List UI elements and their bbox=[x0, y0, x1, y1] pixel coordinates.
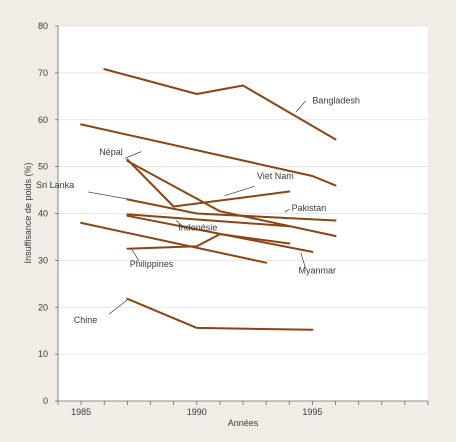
series-label: Bangladesh bbox=[312, 95, 360, 105]
ticks: 0 10 20 30 40 50 60 70 80 1985 1990 1995 bbox=[38, 21, 429, 417]
x-tick-label: 1990 bbox=[187, 407, 207, 417]
gridlines bbox=[58, 25, 428, 355]
label-leader bbox=[295, 100, 306, 113]
y-tick-label: 70 bbox=[38, 68, 48, 78]
y-tick-label: 20 bbox=[38, 302, 48, 312]
series-label: Myanmar bbox=[299, 266, 337, 276]
label-leaders bbox=[88, 100, 306, 315]
label-leader bbox=[124, 151, 142, 159]
series-line-nepal bbox=[80, 123, 337, 187]
label-leader bbox=[108, 299, 128, 315]
series-label: Philippines bbox=[130, 259, 174, 269]
label-leader bbox=[224, 185, 255, 197]
y-tick-label: 50 bbox=[38, 162, 48, 172]
series bbox=[80, 68, 337, 331]
x-tick-label: 1985 bbox=[71, 407, 91, 417]
series-line-viet-nam bbox=[126, 158, 291, 208]
x-tick-label: 1995 bbox=[302, 407, 322, 417]
label-leader bbox=[284, 208, 290, 213]
series-line-bangladesh bbox=[103, 68, 337, 141]
series-label: Pakistan bbox=[292, 203, 327, 213]
y-tick-label: 60 bbox=[38, 115, 48, 125]
series-line-philippines bbox=[126, 233, 291, 250]
label-leader bbox=[175, 220, 184, 227]
x-axis-title: Années bbox=[228, 418, 259, 428]
label-leader bbox=[300, 252, 306, 268]
y-tick-label: 40 bbox=[38, 209, 48, 219]
series-line-sri-lanka bbox=[126, 198, 337, 222]
series-label: Viet Nam bbox=[257, 171, 294, 181]
series-label: Chine bbox=[74, 315, 98, 325]
series-label: Indonésie bbox=[178, 222, 217, 232]
series-line-chine bbox=[126, 297, 314, 331]
series-line-indonesie bbox=[126, 213, 291, 228]
y-tick-label: 10 bbox=[38, 349, 48, 359]
series-line-pakistan bbox=[126, 160, 337, 237]
y-axis-title: Insuffisance de poids (%) bbox=[23, 163, 33, 264]
series-line-philippines bbox=[80, 221, 268, 264]
series-label: Sri Lanka bbox=[36, 180, 74, 190]
y-tick-label: 30 bbox=[38, 255, 48, 265]
label-leader bbox=[131, 249, 140, 262]
series-label: Népal bbox=[99, 147, 123, 157]
series-labels: Bangladesh Népal Viet Nam Sri Lanka Pakistan… bbox=[36, 95, 360, 325]
label-leader bbox=[88, 191, 128, 200]
y-tick-label: 0 bbox=[43, 396, 48, 406]
y-tick-label: 80 bbox=[38, 21, 48, 31]
